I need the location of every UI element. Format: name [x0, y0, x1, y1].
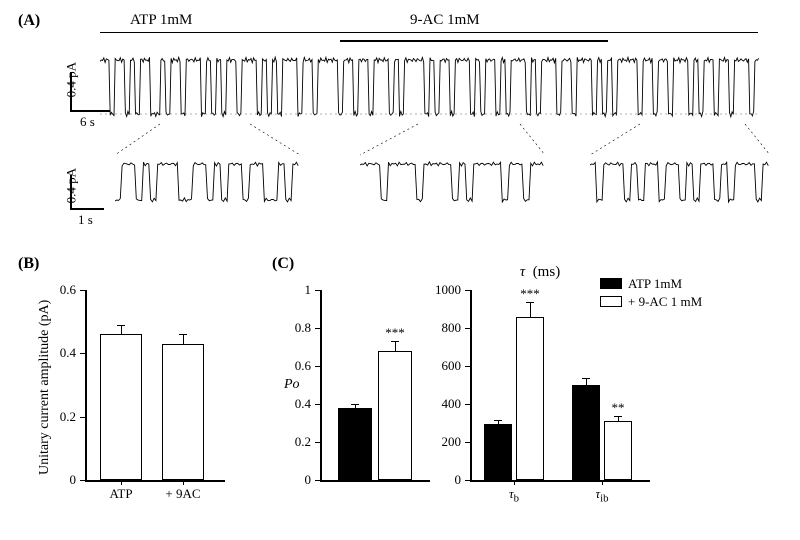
panel-b-label: (B)	[18, 255, 39, 273]
panel-c-label: (C)	[272, 255, 294, 273]
